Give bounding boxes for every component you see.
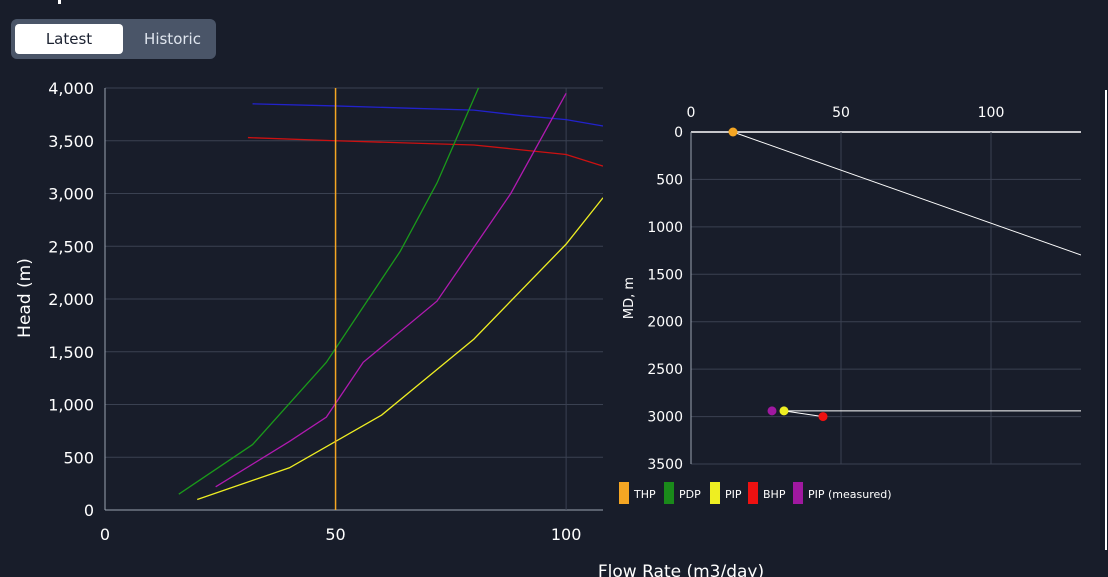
y-axis-title: Head (m) bbox=[15, 258, 35, 338]
legend-swatch bbox=[664, 482, 674, 504]
y-tick-label: 0 bbox=[674, 125, 683, 141]
series-line-2 bbox=[178, 87, 480, 495]
right-edge-line bbox=[1105, 90, 1107, 550]
point-bhp[interactable] bbox=[818, 412, 828, 422]
x-tick-labels: 0 50 100 bbox=[100, 525, 581, 544]
legend-item-pip[interactable]: PIP bbox=[710, 482, 742, 504]
y-tick-label: 2,000 bbox=[48, 290, 94, 309]
legend-swatch bbox=[710, 482, 720, 504]
depth-chart: 0 500 1000 1500 2000 2500 3000 3500 0 50 100 THP P… bbox=[603, 90, 1081, 510]
y-tick-label: 1,500 bbox=[48, 343, 94, 362]
x-tick-labels: 0 50 100 bbox=[687, 105, 1005, 121]
point-thp[interactable] bbox=[728, 127, 738, 137]
x-tick-label: 0 bbox=[100, 525, 110, 544]
legend-label: PDP bbox=[679, 488, 701, 501]
legend-item-pdp[interactable]: PDP bbox=[664, 482, 701, 504]
view-toggle: Latest Historic bbox=[11, 19, 216, 59]
x-axis-title: Flow Rate (m3/day) bbox=[598, 562, 764, 577]
x-tick-label: 0 bbox=[687, 105, 696, 121]
connector-line-0 bbox=[732, 131, 1081, 256]
y-tick-labels: 0 500 1000 1500 2000 2500 3000 3500 bbox=[647, 125, 683, 473]
y-tick-label: 1500 bbox=[647, 267, 683, 283]
legend-item-thp[interactable]: THP bbox=[619, 482, 656, 504]
legend-label: BHP bbox=[763, 488, 786, 501]
y-tick-label: 3,000 bbox=[48, 185, 94, 204]
legend-label: THP bbox=[633, 488, 656, 501]
legend-swatch bbox=[793, 482, 803, 504]
toggle-historic[interactable]: Historic bbox=[144, 30, 201, 48]
y-tick-label: 2,500 bbox=[48, 237, 94, 256]
y-tick-label: 4,000 bbox=[48, 79, 94, 98]
legend-item-bhp[interactable]: BHP bbox=[748, 482, 786, 504]
grid bbox=[104, 87, 603, 511]
y-tick-label: 2000 bbox=[647, 315, 683, 331]
toggle-latest[interactable]: Latest bbox=[15, 24, 123, 54]
legend-label: PIP (measured) bbox=[808, 488, 892, 501]
x-tick-label: 50 bbox=[325, 525, 345, 544]
legend-swatch bbox=[748, 482, 758, 504]
legend-label: PIP bbox=[725, 488, 742, 501]
y-tick-labels: 0 500 1,000 1,500 2,000 2,500 3,000 3,500 4,000 bbox=[48, 79, 94, 520]
y-tick-label: 1000 bbox=[647, 220, 683, 236]
y-tick-label: 500 bbox=[63, 448, 94, 467]
x-tick-label: 100 bbox=[551, 525, 582, 544]
legend: THP PDP PIP BHP PIP (measured) bbox=[619, 482, 892, 504]
point-pip[interactable] bbox=[779, 406, 789, 416]
series-line-3 bbox=[215, 92, 567, 488]
y-tick-label: 2500 bbox=[647, 362, 683, 378]
grid bbox=[690, 131, 1081, 465]
y-tick-label: 3000 bbox=[647, 410, 683, 426]
series-line-4 bbox=[197, 197, 604, 501]
y-tick-label: 0 bbox=[84, 501, 94, 520]
legend-swatch bbox=[619, 482, 629, 504]
connector-line-2 bbox=[783, 410, 824, 418]
y-tick-label: 3,500 bbox=[48, 132, 94, 151]
y-axis-title: MD, m bbox=[622, 277, 637, 319]
x-tick-label: 100 bbox=[978, 105, 1005, 121]
series-group bbox=[178, 87, 604, 501]
point-pip-measured[interactable] bbox=[767, 406, 777, 416]
y-tick-label: 1,000 bbox=[48, 396, 94, 415]
x-tick-label: 50 bbox=[832, 105, 850, 121]
top-edge-text-fragment bbox=[58, 0, 61, 4]
y-tick-label: 3500 bbox=[647, 457, 683, 473]
y-tick-label: 500 bbox=[656, 172, 683, 188]
connector-lines bbox=[732, 131, 1081, 418]
series-line-1 bbox=[247, 136, 604, 167]
points-group bbox=[728, 127, 828, 422]
legend-item-pip-measured[interactable]: PIP (measured) bbox=[793, 482, 892, 504]
